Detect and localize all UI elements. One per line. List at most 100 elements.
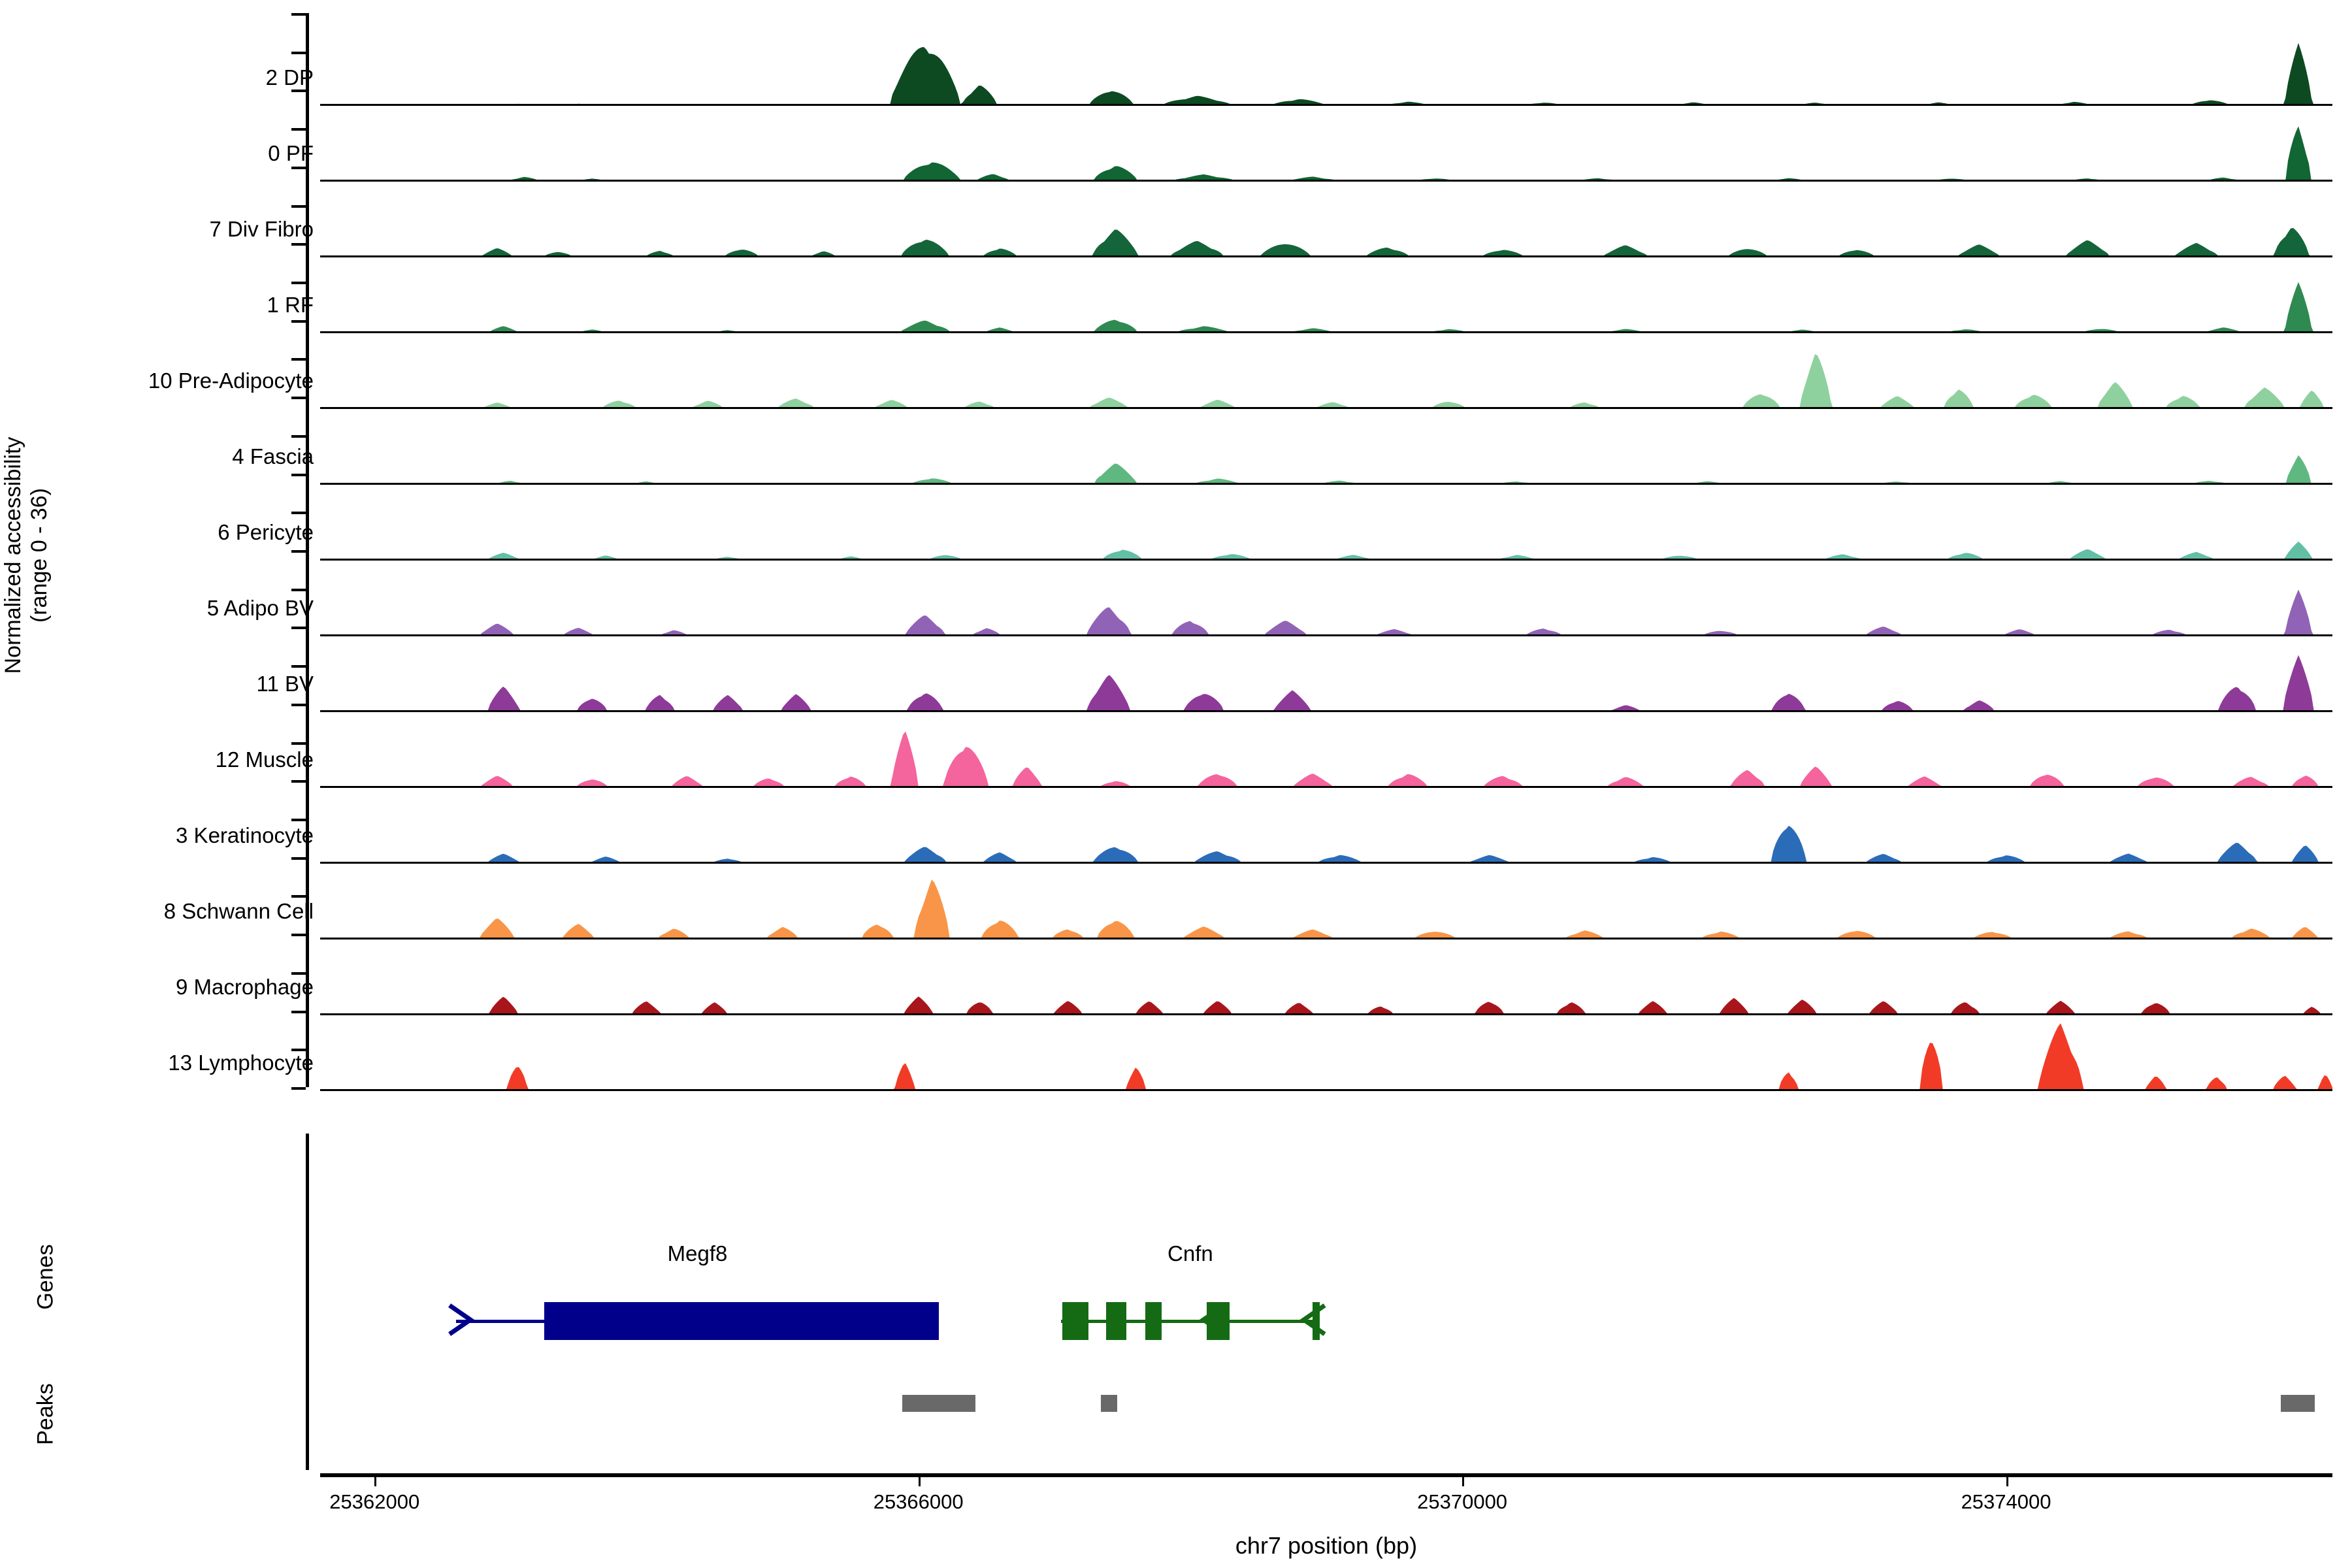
coverage-axis-tick — [291, 434, 306, 438]
coverage-axis-tick — [291, 128, 306, 131]
coverage-track-label: 2 DP — [265, 65, 314, 90]
coverage-track: 12 Muscle — [216, 715, 2332, 788]
peaks-panel-label: Peaks — [33, 1383, 58, 1445]
coverage-track: 3 Keratinocyte — [176, 791, 2332, 864]
x-axis-tick — [2006, 1473, 2008, 1486]
coverage-axis-tick — [291, 13, 306, 16]
gene-label: Cnfn — [1168, 1241, 1213, 1266]
coverage-axis-tick — [291, 319, 306, 323]
coverage-axis-tick — [291, 857, 306, 860]
gene-strand-arrows — [448, 1303, 475, 1336]
coverage-axis-tick — [291, 243, 306, 246]
track-baseline — [320, 559, 2332, 561]
x-axis-line: 25362000 25366000 25370000 25374000 — [320, 1473, 2332, 1513]
coverage-axis-tick — [291, 282, 306, 284]
coverage-track: 13 Lymphocyte — [168, 1018, 2332, 1091]
coverage-axis-tick — [291, 895, 306, 898]
track-baseline — [320, 331, 2332, 333]
y-axis-title-line2: (range 0 - 36) — [27, 488, 52, 623]
x-axis-tick — [1462, 1473, 1465, 1486]
coverage-area — [320, 227, 2332, 257]
coverage-axis-tick — [291, 1087, 306, 1090]
coverage-track-label: 4 Fascia — [232, 444, 314, 468]
coverage-track: 0 PF — [268, 108, 2332, 182]
coverage-track-label: 8 Schwann Cell — [163, 899, 314, 923]
peak-bar[interactable] — [1100, 1395, 1117, 1412]
peak-bar[interactable] — [2280, 1395, 2315, 1412]
gene-row: Megf8 Cnfn — [320, 1134, 2332, 1447]
coverage-axis-tick — [291, 588, 306, 591]
coverage-axis-tick — [291, 934, 306, 937]
coverage-area — [320, 455, 2332, 485]
coverage-track-label: 6 Pericyte — [218, 520, 314, 544]
coverage-area — [320, 541, 2332, 561]
x-axis-tick — [374, 1473, 377, 1486]
coverage-axis-tick — [291, 1010, 306, 1013]
coverage-axis-tick — [291, 166, 306, 169]
track-baseline — [320, 938, 2332, 939]
coverage-area — [320, 1023, 2332, 1091]
coverage-track: 5 Adipo BV — [207, 563, 2332, 636]
track-baseline — [320, 104, 2332, 106]
gene-exon — [1313, 1302, 1320, 1340]
coverage-track: 6 Pericyte — [218, 487, 2332, 561]
track-baseline — [320, 1013, 2332, 1015]
genes-axis-spine — [306, 1134, 309, 1414]
coverage-axis-tick — [291, 780, 306, 783]
coverage-axis-tick — [291, 703, 306, 706]
coverage-track: 9 Macrophage — [176, 942, 2332, 1015]
coverage-track-label: 5 Adipo BV — [206, 596, 314, 620]
coverage-area — [320, 879, 2332, 939]
track-baseline — [320, 407, 2332, 409]
coverage-area — [320, 282, 2332, 333]
coverage-track: 11 BV — [257, 639, 2332, 712]
gene-intron-line — [1061, 1320, 1320, 1323]
gene-exon — [1105, 1302, 1127, 1340]
coverage-track-label: 7 Div Fibro — [209, 217, 314, 241]
coverage-track-label: 3 Keratinocyte — [176, 823, 314, 847]
gene-exon — [1145, 1302, 1162, 1340]
coverage-axis-tick — [291, 358, 306, 361]
coverage-axis-tick — [291, 1049, 306, 1052]
coverage-area — [320, 354, 2332, 409]
peak-bar[interactable] — [902, 1395, 976, 1412]
gene-model[interactable]: Megf8 — [320, 1134, 2332, 1447]
x-axis-title: chr7 position (bp) — [1235, 1532, 1418, 1559]
coverage-area — [320, 655, 2332, 712]
track-baseline — [320, 634, 2332, 636]
track-baseline — [320, 862, 2332, 864]
coverage-axis-tick — [291, 397, 306, 400]
peaks-axis-spine — [306, 1330, 309, 1470]
x-axis-tick — [918, 1473, 921, 1486]
coverage-axis-tick — [291, 512, 306, 515]
coverage-track-label: 9 Macrophage — [176, 975, 314, 999]
coverage-track: 7 Div Fibro — [209, 184, 2332, 257]
coverage-area — [320, 126, 2332, 182]
coverage-track: 8 Schwann Cell — [164, 866, 2332, 939]
track-baseline — [320, 710, 2332, 712]
x-axis-tick-label: 25362000 — [329, 1490, 420, 1513]
y-axis-title-line1: Normalized accessibility — [0, 436, 25, 674]
coverage-track-label: 0 PF — [268, 141, 314, 165]
coverage-axis-tick — [291, 550, 306, 553]
track-baseline — [320, 255, 2332, 257]
gene-exon — [544, 1302, 939, 1340]
peak-row — [320, 1330, 2332, 1499]
track-baseline — [320, 483, 2332, 485]
gene-model[interactable]: Cnfn — [320, 1134, 2332, 1447]
coverage-track: 1 RF — [267, 260, 2332, 333]
coverage-axis-tick — [291, 204, 306, 208]
coverage-axis-tick — [291, 665, 306, 668]
gene-label: Megf8 — [667, 1241, 728, 1266]
coverage-axis-tick — [291, 627, 306, 630]
coverage-axis-tick — [291, 473, 306, 476]
peaks-panel — [105, 1330, 2332, 1499]
coverage-panel: 2 DP 0 PF 7 Div Fibro 1 RF 10 Pre-Adipocyte 4… — [105, 13, 2332, 1117]
coverage-track-label: 10 Pre-Adipocyte — [148, 368, 314, 393]
coverage-track: 10 Pre-Adipocyte — [148, 336, 2332, 409]
track-baseline — [320, 786, 2332, 788]
coverage-track-label: 13 Lymphocyte — [168, 1051, 314, 1075]
y-axis-title: Normalized accessibility (range 0 - 36) — [0, 0, 52, 1111]
coverage-axis-spine — [306, 13, 309, 1087]
